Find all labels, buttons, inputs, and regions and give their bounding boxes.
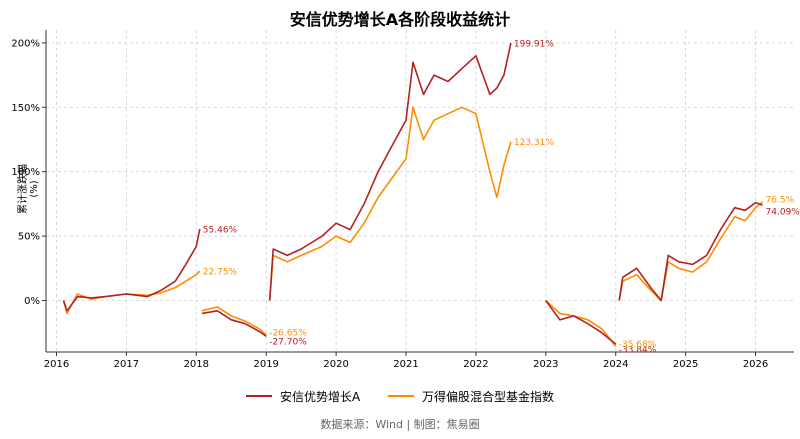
index-end-label-5: 76.5% — [766, 195, 795, 205]
fund-end-label-5: 74.09% — [766, 208, 800, 218]
fund-end-label-3: 199.91% — [514, 39, 554, 49]
legend-item-index[interactable]: 万得偏股混合型基金指数 — [388, 388, 554, 405]
fund-line-segment-3 — [268, 42, 512, 301]
y-tick-label: 200% — [11, 38, 40, 49]
index-end-label-3: 123.31% — [514, 138, 554, 148]
fund-end-label-1: 55.46% — [203, 226, 238, 236]
legend-swatch-index — [388, 395, 415, 397]
legend-swatch-fund — [245, 395, 272, 397]
source-note: 数据来源：Wind | 制图：焦易圈 — [320, 418, 480, 431]
end-label-layer: 55.46% -27.70% 199.91% -33.84% 74.09% 22.75% -… — [203, 39, 800, 355]
x-tick-label: 2024 — [603, 359, 628, 370]
x-tick-label: 2025 — [673, 359, 698, 370]
y-tick-label: 100% — [11, 167, 40, 178]
fund-line-segment-4 — [545, 300, 617, 345]
x-tick-label: 2026 — [743, 359, 768, 370]
index-line-segment-1 — [62, 270, 201, 315]
grid-layer — [46, 30, 794, 352]
fund-end-label-4: -33.84% — [619, 346, 657, 356]
x-tick-label: 2022 — [463, 359, 488, 370]
axis-layer: 2016 2017 2018 2019 2020 2021 2022 2023 2024 2025… — [11, 30, 794, 370]
y-tick-label: 150% — [11, 103, 40, 114]
x-tick-label: 2019 — [253, 359, 278, 370]
y-tick-label: 50% — [18, 232, 40, 243]
index-line-segment-2 — [201, 306, 267, 336]
x-tick-label: 2023 — [533, 359, 558, 370]
legend-item-fund[interactable]: 安信优势增长A — [245, 388, 361, 405]
index-end-label-1: 22.75% — [203, 268, 238, 278]
fund-line-segment-5 — [618, 201, 763, 302]
x-tick-label: 2021 — [393, 359, 418, 370]
index-end-label-2: -26.65% — [269, 328, 307, 338]
x-tick-label: 2016 — [44, 359, 69, 370]
index-line-segment-4 — [545, 299, 617, 347]
index-end-label-4: -35.68% — [619, 340, 657, 350]
x-tick-label: 2017 — [114, 359, 139, 370]
fund-line-segment-1 — [62, 228, 201, 312]
legend: 安信优势增长A 万得偏股混合型基金指数 — [0, 386, 800, 405]
legend-label-fund: 安信优势增长A — [279, 389, 361, 404]
y-tick-label: 0% — [24, 296, 40, 307]
fund-line-segment-2 — [201, 309, 267, 337]
legend-label-index: 万得偏股混合型基金指数 — [422, 389, 555, 404]
index-line-segment-3 — [268, 106, 512, 301]
series-layer — [62, 42, 764, 347]
x-tick-label: 2018 — [184, 359, 209, 370]
x-tick-label: 2020 — [323, 359, 348, 370]
index-line-segment-5 — [618, 201, 764, 302]
chart-title: 安信优势增长A各阶段收益统计 — [289, 10, 511, 29]
fund-end-label-2: -27.70% — [269, 338, 307, 348]
